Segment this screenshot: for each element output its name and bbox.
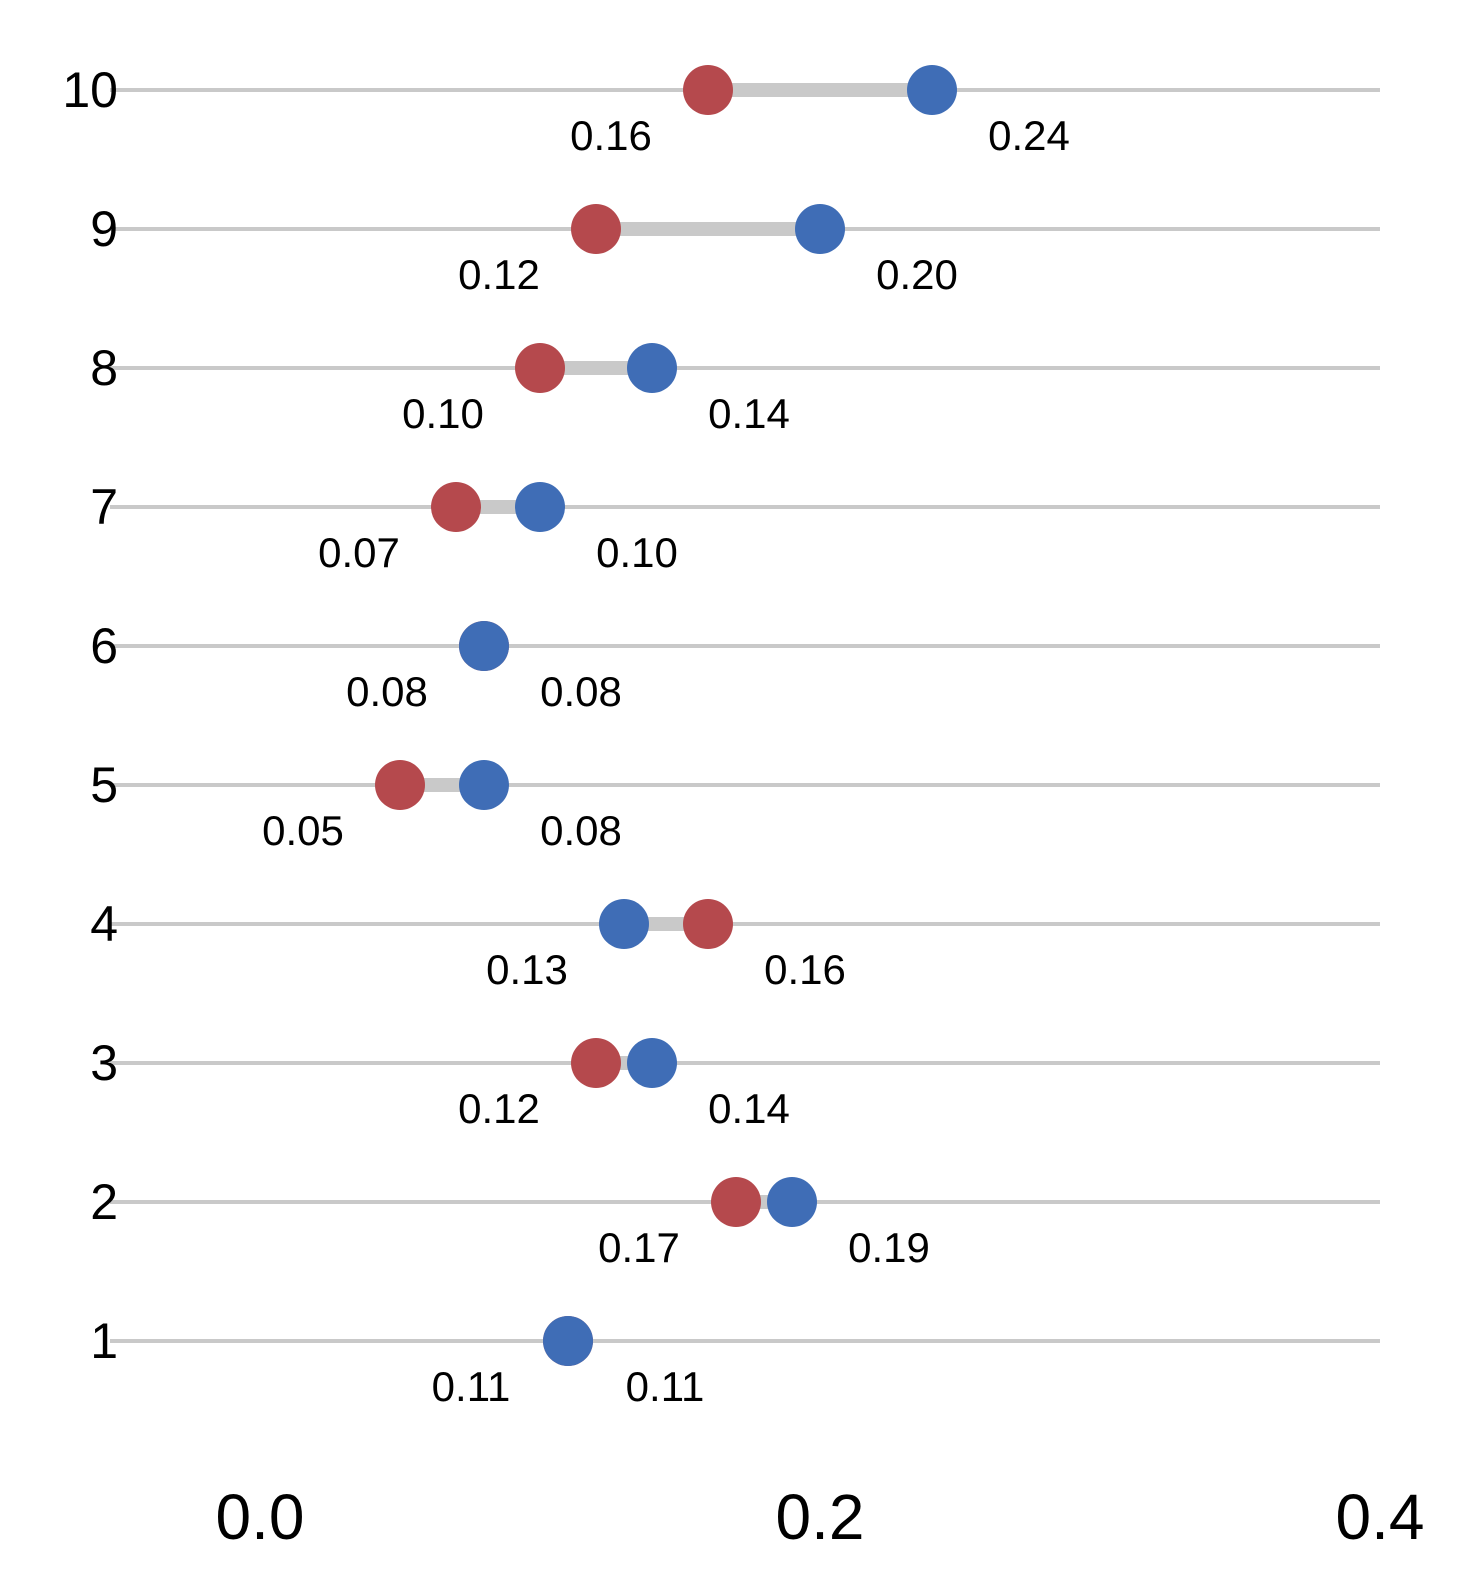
left-value-label: 0.10: [402, 390, 484, 437]
left-value-label: 0.05: [262, 807, 344, 854]
blue-series-dot: [599, 899, 649, 949]
red-series-dot: [431, 482, 481, 532]
y-axis-category-label: 1: [90, 1313, 118, 1369]
y-axis-category-label: 9: [90, 201, 118, 257]
right-value-label: 0.10: [596, 529, 678, 576]
row-gridline: [110, 922, 1380, 926]
right-value-label: 0.14: [708, 1085, 790, 1132]
red-series-dot: [683, 899, 733, 949]
blue-series-dot: [907, 65, 957, 115]
y-axis-category-label: 5: [90, 757, 118, 813]
y-axis-category-label: 6: [90, 618, 118, 674]
left-value-label: 0.12: [458, 251, 540, 298]
blue-series-dot: [627, 1038, 677, 1088]
right-value-label: 0.08: [540, 668, 622, 715]
blue-series-dot: [543, 1316, 593, 1366]
left-value-label: 0.17: [598, 1224, 680, 1271]
y-axis-category-label: 2: [90, 1174, 118, 1230]
red-series-dot: [515, 343, 565, 393]
blue-series-dot: [795, 204, 845, 254]
red-series-dot: [571, 204, 621, 254]
dumbbell-connector: [596, 222, 820, 236]
left-value-label: 0.16: [570, 112, 652, 159]
right-value-label: 0.11: [625, 1363, 705, 1410]
row-gridline: [110, 644, 1380, 648]
red-series-dot: [683, 65, 733, 115]
right-value-label: 0.16: [764, 946, 846, 993]
right-value-label: 0.14: [708, 390, 790, 437]
red-series-dot: [711, 1177, 761, 1227]
row-gridline: [110, 505, 1380, 509]
red-series-dot: [571, 1038, 621, 1088]
y-axis-category-label: 8: [90, 340, 118, 396]
right-value-label: 0.08: [540, 807, 622, 854]
right-value-label: 0.24: [988, 112, 1070, 159]
blue-series-dot: [515, 482, 565, 532]
row-gridline: [110, 783, 1380, 787]
y-axis-category-label: 10: [62, 62, 118, 118]
right-value-label: 0.19: [848, 1224, 930, 1271]
x-axis-tick-label: 0.2: [775, 1481, 865, 1553]
dumbbell-connector: [540, 361, 652, 375]
row-gridline: [110, 1339, 1380, 1343]
y-axis-category-label: 3: [90, 1035, 118, 1091]
x-axis-tick-label: 0.0: [215, 1481, 305, 1553]
blue-series-dot: [627, 343, 677, 393]
left-value-label: 0.11: [431, 1363, 511, 1410]
left-value-label: 0.13: [486, 946, 568, 993]
right-value-label: 0.20: [876, 251, 958, 298]
left-value-label: 0.12: [458, 1085, 540, 1132]
y-axis-category-label: 7: [90, 479, 118, 535]
row-gridline: [110, 366, 1380, 370]
red-series-dot: [375, 760, 425, 810]
left-value-label: 0.07: [318, 529, 400, 576]
blue-series-dot: [459, 621, 509, 671]
row-gridline: [110, 1061, 1380, 1065]
dumbbell-connector: [708, 83, 932, 97]
left-value-label: 0.08: [346, 668, 428, 715]
blue-series-dot: [767, 1177, 817, 1227]
blue-series-dot: [459, 760, 509, 810]
x-axis-tick-label: 0.4: [1335, 1481, 1425, 1553]
y-axis-category-label: 4: [90, 896, 118, 952]
